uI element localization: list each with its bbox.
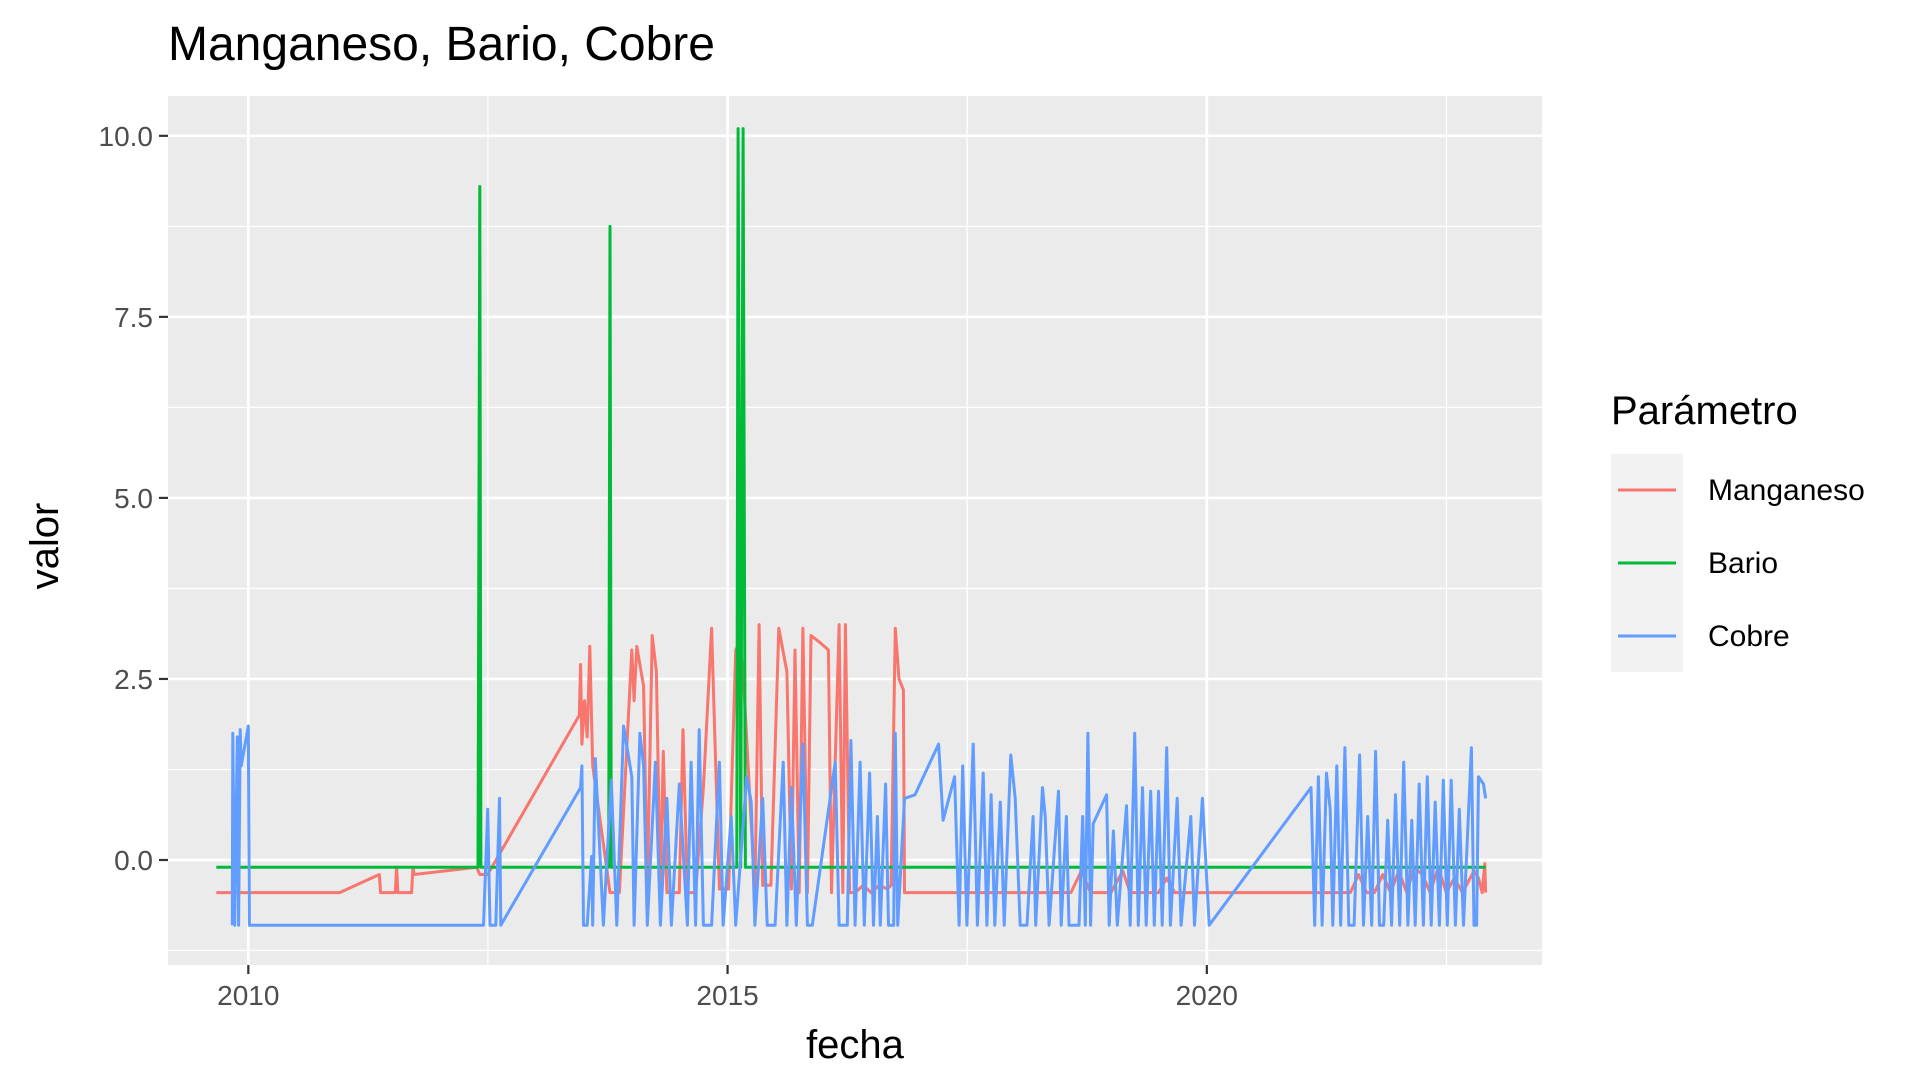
y-tick-label: 10.0 [99,121,154,152]
x-axis: 2010 2015 2020 [217,965,1238,1011]
y-tick-label: 7.5 [114,302,153,333]
major-gridlines [168,96,1542,965]
series-line-cobre [230,724,1488,927]
y-axis: 0.0 2.5 5.0 7.5 10.0 [99,121,168,876]
x-axis-title: fecha [806,1023,905,1067]
y-axis-title: valor [23,503,67,590]
x-tick-label: 2015 [696,980,758,1011]
legend-label-cobre: Cobre [1708,620,1790,653]
legend-label-manganeso: Manganeso [1708,474,1865,507]
x-tick-label: 2010 [217,980,279,1011]
legend: Parámetro Manganeso Bario Cobre [1611,389,1865,672]
y-tick-label: 5.0 [114,483,153,514]
x-tick-label: 2020 [1176,980,1238,1011]
legend-label-bario: Bario [1708,547,1778,580]
legend-title: Parámetro [1611,389,1798,433]
y-tick-label: 0.0 [114,845,153,876]
series-line-bario [216,127,1486,869]
minor-gridlines [168,96,1542,965]
series-layer [216,127,1488,927]
chart-title: Manganeso, Bario, Cobre [168,18,715,71]
y-tick-label: 2.5 [114,664,153,695]
